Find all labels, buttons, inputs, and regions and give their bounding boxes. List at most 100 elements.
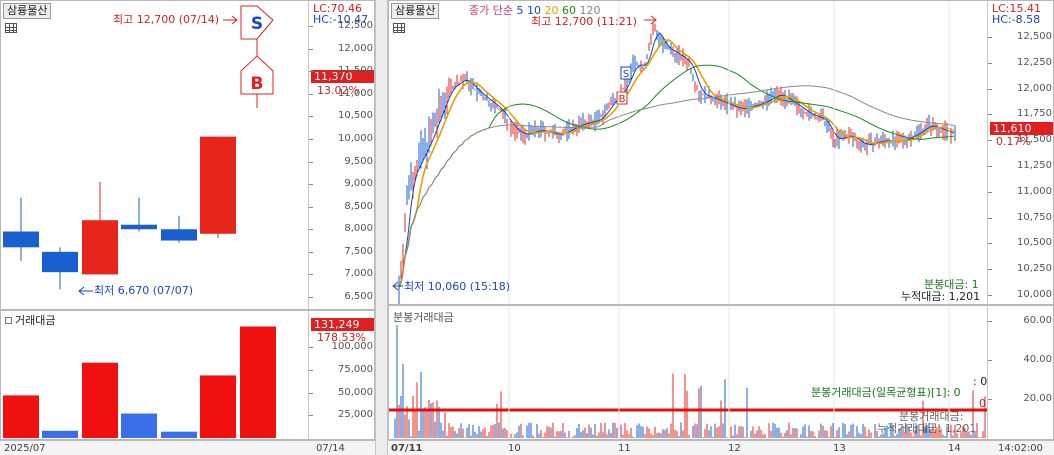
volume-bar — [3, 395, 39, 438]
intraday-price-tick-mark — [988, 243, 992, 245]
intraday-date-label: 12 — [728, 443, 741, 454]
intraday-date-label: 11 — [618, 443, 631, 454]
intraday-price-tick-mark — [988, 166, 992, 167]
daily-lc: LC:70.46 — [313, 2, 363, 15]
daily-price-tick-mark — [309, 184, 313, 186]
high-arrow-icon — [223, 15, 238, 25]
daily-price-tick-label: 10,000 — [338, 132, 373, 144]
grid-settings-icon[interactable] — [5, 23, 17, 33]
intraday-price-tick-label: 10,500 — [1017, 237, 1052, 249]
daily-date-left: 2025/07 — [4, 443, 46, 454]
daily-price-box: 11,370 — [311, 70, 374, 83]
intraday-volume-tick-label: 60.00 — [1023, 315, 1052, 326]
intraday-line-chart[interactable]: SB — [389, 1, 987, 305]
intraday-price-tick-label: 10,250 — [1017, 263, 1052, 275]
ma20-line — [398, 39, 955, 290]
intraday-price-tick-mark — [988, 269, 992, 271]
volume-bar — [240, 326, 276, 438]
daily-price-tick-mark — [309, 161, 313, 163]
intraday-price-axis[interactable]: LC:15.41 HC:-8.58 11,610 0.17% 12,500 12,… — [987, 1, 1053, 304]
daily-hc: HC:-10.47 — [313, 13, 369, 26]
daily-price-axis[interactable]: LC:70.46 HC:-10.47 11,370 13.02% 12,500 1… — [308, 1, 374, 309]
intraday-volume-axis[interactable]: 60.00 40.00 20.00 — [987, 306, 1053, 439]
intraday-hc: HC:-8.58 — [992, 13, 1041, 26]
daily-price-tick-mark — [309, 48, 313, 50]
daily-price-tick-label: 9,000 — [344, 178, 373, 190]
intraday-price-tick-mark — [988, 140, 992, 142]
candle-body — [42, 251, 78, 273]
daily-price-tick-mark — [309, 26, 313, 27]
vol-cum-label: 누적거래대금: 1,201 — [877, 422, 977, 435]
daily-date-axis[interactable]: 2025/07 07/14 — [0, 440, 375, 455]
daily-candle-chart[interactable]: SB — [1, 1, 309, 310]
intraday-price-tick-mark — [988, 114, 992, 116]
candle-body — [82, 220, 118, 275]
daily-price-tick-label: 10,500 — [338, 110, 373, 122]
daily-volume-title-text: 거래대금 — [15, 314, 56, 327]
intraday-date-label: 10 — [508, 443, 521, 454]
daily-volume-title: 거래대금 — [5, 314, 55, 327]
cum-volume-label: 누적대금: 1,201 — [901, 290, 981, 303]
low-arrow-icon — [78, 286, 93, 296]
daily-volume-tick-label: 50,000 — [338, 386, 373, 398]
daily-price-tick-mark — [309, 251, 313, 253]
grid-settings-icon-2[interactable] — [393, 23, 405, 33]
intraday-price-tick-label: 11,500 — [1017, 134, 1052, 146]
ma5-line — [398, 32, 955, 289]
candle-body — [200, 136, 236, 234]
pane-splitter[interactable] — [375, 0, 388, 455]
sell-marker-box — [620, 66, 632, 80]
buy-marker-box — [616, 91, 628, 105]
daily-volume-pane[interactable]: 거래대금 131,249 178.53% 100,000 75,000 50,000… — [0, 310, 375, 440]
intraday-volume-chart[interactable] — [389, 306, 987, 440]
daily-price-tick-mark — [309, 93, 313, 95]
intraday-stock-tag[interactable]: 삼륭물산 — [391, 3, 440, 19]
ma-period-120: 120 — [575, 4, 601, 17]
intraday-date-axis[interactable]: 14:02:00 07/11 10 11 12 13 14 — [388, 440, 1054, 455]
intraday-volume-pane[interactable]: 분봉거래대금 : 0 분봉거래대금(일목균형표)[1]: 0 0 분봉거래대금:… — [388, 305, 1054, 440]
daily-price-tick-mark — [309, 116, 313, 118]
daily-price-tick-label: 7,000 — [344, 268, 373, 280]
vol-legend: 분봉거래대금(일목균형표)[1]: 0 — [811, 386, 961, 399]
daily-pct: 13.02% — [317, 84, 359, 97]
ma-title: 종가 단순 — [469, 4, 513, 17]
intraday-date-label: 14 — [948, 443, 961, 454]
daily-volume-tick-mark — [309, 392, 313, 394]
daily-price-tick-label: 11,500 — [338, 65, 373, 77]
ma-period-5: 5 — [516, 4, 524, 17]
daily-price-tick-mark — [309, 297, 313, 298]
daily-low-label: 최저 6,670 (07/07) — [94, 284, 194, 297]
vol-min-label: 분봉거래대금: — [899, 410, 964, 423]
daily-price-tick-label: 8,500 — [344, 200, 373, 212]
vol-zero-2: 0 — [979, 397, 986, 410]
intraday-volume-tick-label: 40.00 — [1023, 354, 1052, 365]
daily-volume-axis[interactable]: 131,249 178.53% 100,000 75,000 50,000 25,00… — [308, 311, 374, 439]
daily-high-label: 최고 12,700 (07/14) — [113, 13, 220, 26]
daily-price-tick-label: 11,000 — [338, 87, 373, 99]
intraday-price-tick-label: 12,000 — [1017, 82, 1052, 94]
intraday-price-tick-mark — [988, 217, 992, 219]
candle-body — [161, 229, 197, 241]
daily-stock-tag[interactable]: 삼륭물산 — [3, 3, 52, 19]
ma120-line — [398, 85, 955, 289]
daily-volume-chart[interactable] — [1, 311, 309, 440]
intraday-volume-tick-mark — [988, 399, 992, 400]
daily-volume-pct: 178.53% — [317, 331, 366, 344]
daily-volume-tick-mark — [309, 347, 313, 349]
ma60-line — [398, 64, 955, 289]
intraday-time: 14:02:00 — [998, 443, 1043, 454]
intraday-sell-icon: S — [620, 66, 632, 80]
intraday-date-label: 13 — [833, 443, 846, 454]
volume-bar — [200, 375, 236, 438]
sell-badge-shape — [240, 5, 274, 40]
daily-volume-tick-mark — [309, 369, 313, 371]
buy-signal-icon: B — [240, 55, 274, 108]
intraday-volume-tick-mark — [988, 360, 992, 361]
daily-price-tick-label: 6,500 — [344, 291, 373, 302]
intraday-volume-title: 분봉거래대금 — [393, 311, 454, 324]
ma-periods: 5 10 20 60 120 — [516, 4, 600, 17]
minute-volume-label: 분봉대금: 1 — [924, 278, 979, 291]
